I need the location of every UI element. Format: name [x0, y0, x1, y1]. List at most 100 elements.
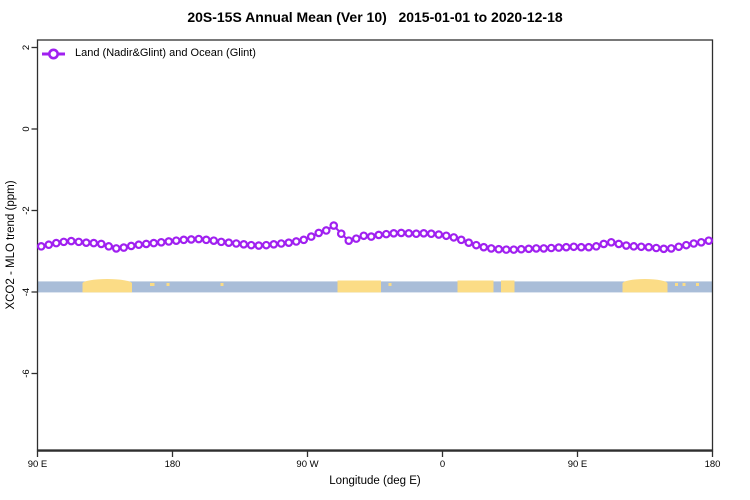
data-point	[696, 237, 706, 247]
data-point	[434, 230, 444, 239]
data-point	[179, 235, 189, 245]
data-point	[231, 239, 241, 248]
data-point	[636, 242, 646, 252]
data-point	[381, 229, 391, 239]
x-axis-label: Longitude (deg E)	[329, 475, 421, 487]
data-point	[44, 240, 54, 250]
data-point	[494, 244, 504, 254]
data-point	[606, 237, 616, 247]
data-point	[464, 238, 474, 247]
chart-title: 20S-15S Annual Mean (Ver 10) 2015-01-01 …	[187, 9, 563, 25]
data-point	[404, 229, 414, 238]
data-point	[321, 226, 331, 235]
data-point	[704, 236, 714, 245]
x-tick-label: 90 E	[568, 459, 588, 470]
data-point	[149, 238, 159, 248]
data-point	[224, 238, 234, 247]
land-patch	[501, 280, 515, 293]
y-tick-label: -4	[21, 288, 32, 296]
data-point	[51, 238, 61, 248]
data-point	[554, 243, 564, 252]
data-point	[156, 237, 166, 247]
data-point	[591, 242, 601, 251]
data-point	[141, 239, 151, 249]
data-point	[599, 239, 609, 249]
data-point	[486, 244, 496, 253]
legend-label: Land (Nadir&Glint) and Ocean (Glint)	[75, 47, 256, 59]
data-point	[66, 236, 76, 246]
data-point	[644, 242, 654, 252]
data-point	[344, 236, 354, 245]
data-point	[411, 229, 421, 239]
data-point	[419, 229, 429, 238]
land-patch	[337, 280, 381, 293]
data-point	[524, 244, 534, 254]
data-point	[216, 237, 226, 247]
land-patch-dome	[622, 279, 668, 288]
data-point	[291, 237, 301, 246]
data-point	[389, 229, 399, 238]
data-point	[621, 241, 631, 250]
data-point	[531, 244, 541, 253]
data-point	[299, 235, 309, 245]
data-point	[239, 240, 249, 249]
data-point	[396, 228, 406, 238]
data-point	[164, 237, 174, 246]
data-point	[276, 239, 286, 248]
data-point	[186, 235, 196, 244]
data-point	[674, 242, 684, 252]
land-patch	[696, 283, 699, 286]
y-tick-label: -2	[21, 206, 32, 214]
data-point	[569, 242, 579, 252]
x-tick-label: 180	[165, 459, 181, 470]
data-point	[36, 242, 46, 251]
y-axis-label: XCO2 - MLO trend (ppm)	[5, 180, 17, 310]
data-point	[74, 237, 84, 247]
data-point	[479, 242, 489, 252]
data-point	[104, 242, 114, 251]
data-point	[539, 244, 549, 253]
data-point	[456, 235, 466, 245]
data-point	[359, 231, 369, 241]
data-point	[89, 238, 99, 248]
x-tick-label: 0	[440, 459, 445, 470]
data-point	[306, 232, 316, 241]
land-patch-dome	[82, 279, 132, 288]
data-point	[501, 245, 511, 254]
data-point	[441, 231, 451, 241]
x-tick-label: 180	[705, 459, 721, 470]
data-point	[246, 240, 256, 250]
data-point	[374, 230, 384, 240]
data-point	[546, 243, 556, 253]
data-point	[126, 241, 136, 251]
y-tick-label: -6	[21, 369, 32, 377]
x-tick-label: 90 W	[296, 459, 318, 470]
land-patch	[150, 283, 155, 286]
data-point	[269, 240, 279, 249]
data-point	[681, 240, 691, 250]
data-point	[81, 238, 91, 247]
land-patch	[220, 283, 224, 286]
data-point	[111, 244, 121, 253]
legend-swatch-marker	[47, 48, 59, 60]
land-patch	[166, 283, 170, 286]
data-point	[96, 239, 106, 249]
data-point	[516, 244, 526, 254]
data-point	[659, 244, 669, 254]
data-point	[134, 240, 144, 250]
data-point	[59, 237, 69, 247]
data-point	[201, 235, 211, 245]
data-point	[629, 242, 639, 251]
data-point	[284, 238, 294, 247]
data-point	[119, 243, 129, 252]
data-point	[261, 240, 271, 250]
data-point	[471, 240, 481, 250]
data-point	[584, 242, 594, 252]
land-patch	[675, 283, 678, 286]
data-point	[449, 233, 459, 242]
data-point	[314, 228, 324, 238]
data-point	[171, 236, 181, 245]
data-point	[509, 245, 519, 254]
